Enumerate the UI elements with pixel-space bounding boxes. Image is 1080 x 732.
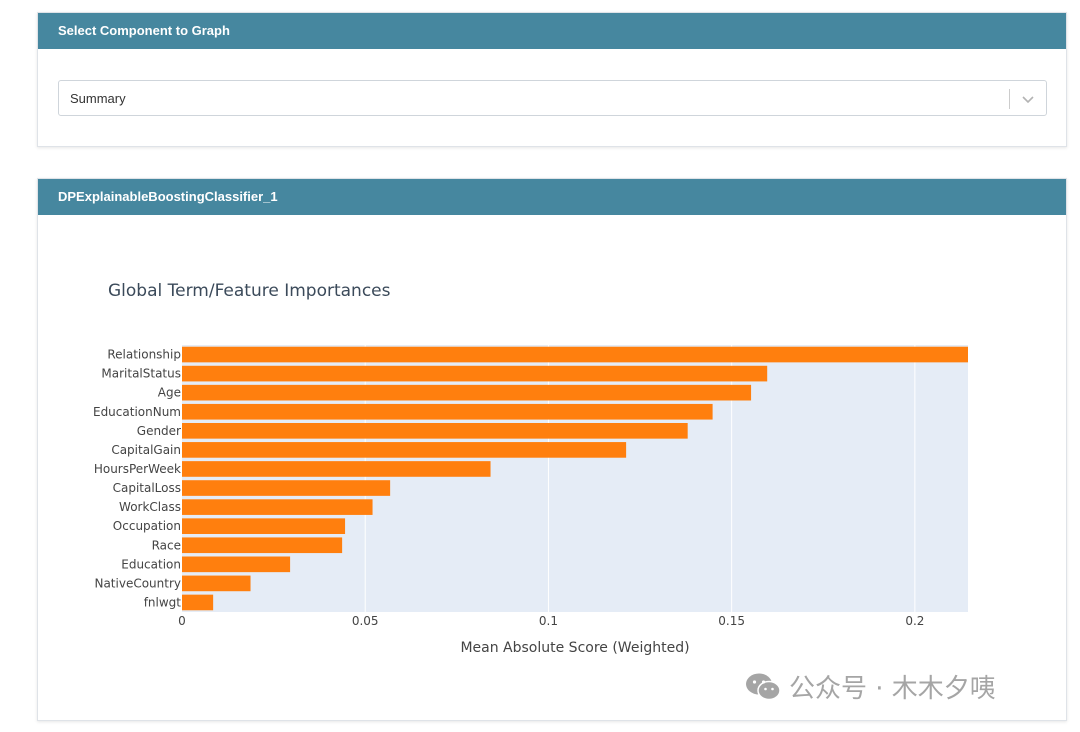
chevron-down-icon[interactable]	[1018, 89, 1038, 109]
y-tick-label: CapitalLoss	[113, 481, 181, 495]
bar	[182, 575, 251, 592]
bar	[182, 480, 391, 496]
y-tick-label: MaritalStatus	[101, 367, 181, 381]
bar	[182, 594, 214, 611]
watermark-text: 公众号 · 木木夕咦	[789, 674, 996, 704]
bar	[182, 346, 968, 363]
graph-card: DPExplainableBoostingClassifier_1 Relati…	[37, 178, 1067, 721]
component-dropdown[interactable]: Summary	[58, 80, 1047, 116]
wechat-icon	[746, 673, 781, 700]
y-tick-label: WorkClass	[119, 500, 181, 514]
select-component-header: Select Component to Graph	[38, 13, 1066, 49]
x-axis-label: Mean Absolute Score (Weighted)	[460, 640, 689, 656]
chart-title: Global Term/Feature Importances	[108, 281, 391, 301]
bar	[182, 442, 627, 458]
y-tick-label: Relationship	[107, 348, 181, 362]
y-tick-label: Education	[121, 557, 181, 571]
bar	[182, 499, 373, 515]
x-tick-label: 0.15	[718, 614, 745, 628]
x-tick-label: 0.2	[905, 614, 924, 628]
dropdown-selected-value: Summary	[70, 91, 126, 106]
bar	[182, 537, 343, 554]
bar	[182, 423, 688, 439]
bar	[182, 365, 768, 382]
y-tick-label: CapitalGain	[111, 443, 181, 457]
bar	[182, 556, 291, 573]
watermark: 公众号 · 木木夕咦	[745, 668, 996, 705]
x-tick-label: 0	[178, 614, 186, 628]
bar	[182, 384, 752, 401]
y-tick-label: EducationNum	[93, 405, 181, 419]
x-tick-label: 0.05	[352, 614, 379, 628]
graph-card-header: DPExplainableBoostingClassifier_1	[38, 179, 1066, 215]
select-component-card: Select Component to Graph Summary	[37, 12, 1067, 147]
bar	[182, 403, 713, 420]
y-tick-label: NativeCountry	[94, 576, 181, 590]
y-tick-label: Gender	[137, 424, 181, 438]
y-tick-label: HoursPerWeek	[94, 462, 181, 476]
bar	[182, 461, 491, 477]
y-tick-label: Race	[152, 538, 181, 552]
y-tick-label: Occupation	[113, 519, 181, 533]
dropdown-separator	[1009, 89, 1010, 109]
importance-chart: Relationship MaritalStatus Age EducationNum…	[93, 281, 968, 656]
y-tick-label: Age	[158, 386, 181, 400]
y-tick-label: fnlwgt	[144, 595, 182, 609]
bar	[182, 518, 346, 534]
x-tick-label: 0.1	[539, 614, 558, 628]
